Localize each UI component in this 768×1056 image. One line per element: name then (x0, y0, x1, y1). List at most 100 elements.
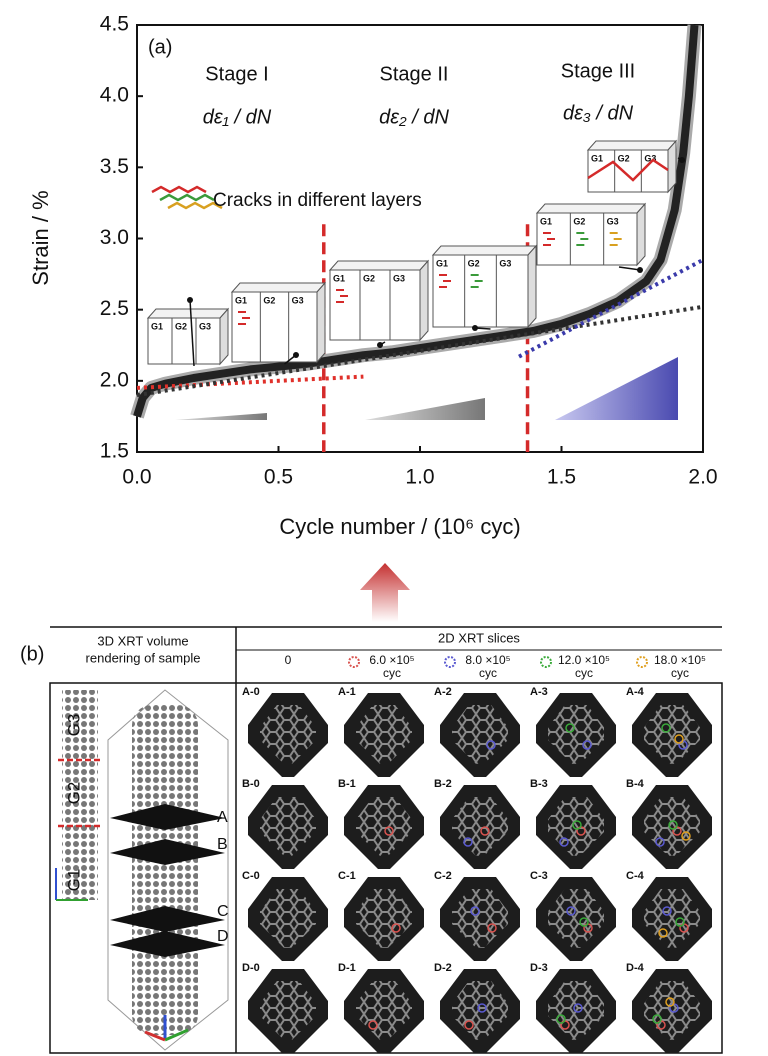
slice-label: C-0 (242, 870, 260, 882)
layer-label: G1 (333, 273, 345, 283)
section-plane (110, 906, 225, 932)
x-tick-label: 0.0 (122, 466, 151, 489)
pointer (189, 299, 195, 367)
box-top (230, 282, 327, 293)
crack-swatch (167, 201, 223, 210)
crack-swatch (151, 185, 207, 194)
crack-marker (477, 1003, 487, 1013)
slice-label: C-1 (338, 870, 356, 882)
rate-wedge (175, 413, 267, 420)
layer-schematic: G1 G2 G3 (586, 139, 685, 194)
crack-marker (674, 734, 684, 744)
layer-label: G2 (175, 321, 187, 331)
crack-marker (579, 917, 589, 927)
slice-label: C-4 (626, 870, 645, 882)
layer-schematic: G1 G2 G3 (230, 281, 327, 365)
slice-lattice (644, 705, 700, 764)
crack-marker (487, 923, 497, 933)
box-side (527, 244, 537, 329)
left-header: rendering of sample (86, 650, 201, 665)
crack-marker (668, 820, 678, 830)
slice-lattice (356, 981, 412, 1040)
crack-marker (665, 997, 675, 1007)
stage-rate: dε₃ / dN (563, 102, 634, 124)
column-unit: cyc (383, 666, 401, 680)
y-axis-label: Strain / % (28, 190, 53, 285)
crack-path (587, 158, 669, 182)
y-tick-label: 3.0 (100, 226, 129, 249)
slice-lattice (260, 797, 316, 856)
layer-label: G2 (468, 258, 480, 268)
x-axis-label: Cycle number / (10⁶ cyc) (279, 514, 520, 539)
slice-lattice (644, 889, 700, 948)
crack-marker (566, 906, 576, 916)
slice-label: A-4 (626, 686, 645, 698)
pointer-head (472, 325, 478, 331)
crack-marker (391, 923, 401, 933)
section-plane (110, 804, 225, 830)
layer-label: G1 (436, 258, 448, 268)
layer-schematic: G1 G2 G3 (535, 202, 647, 273)
pointer-head (293, 352, 299, 358)
pointer-head (679, 157, 685, 163)
crack-marker (464, 1020, 474, 1030)
panel-b: (b) 3D XRT volume rendering of sample 2D XR… (20, 630, 712, 1053)
y-tick-label: 4.0 (100, 84, 129, 107)
crack-swatch (159, 193, 215, 202)
layer-label: G3 (393, 273, 405, 283)
box-front (147, 317, 221, 365)
slice-lattice (548, 981, 604, 1040)
column-marker (636, 656, 648, 668)
crack-marker (480, 826, 490, 836)
slice-label: C-2 (434, 870, 452, 882)
crack-marker (463, 837, 473, 847)
layer-label: G2 (618, 153, 630, 163)
slice-lattice (452, 981, 508, 1040)
fit-line (136, 304, 704, 398)
slice-label: D-2 (434, 962, 452, 974)
slice-lattice (356, 797, 412, 856)
slice-label: A-0 (242, 686, 260, 698)
slice-lattice (260, 889, 316, 948)
slice-lattice (548, 889, 604, 948)
slice-lattice (644, 981, 700, 1040)
column-marker (444, 656, 456, 668)
slice-label: B-0 (242, 778, 260, 790)
box-top (431, 245, 538, 256)
slice-lattice (548, 705, 604, 764)
layer-label: G3 (199, 321, 211, 331)
left-header: 3D XRT volume (97, 633, 188, 648)
crack-note: Cracks in different layers (213, 190, 422, 211)
column-marker (540, 656, 552, 668)
layer-label: G3 (64, 714, 83, 737)
layer-schematic: G1 G2 G3 (328, 259, 430, 348)
x-tick-label: 1.5 (547, 466, 576, 489)
crack-marker (662, 906, 672, 916)
slice-label: B-4 (626, 778, 645, 790)
x-tick-label: 1.0 (405, 466, 434, 489)
axis-y (144, 1030, 166, 1042)
pointer-head (187, 297, 193, 303)
layer-label: G2 (64, 782, 83, 805)
rate-wedge (365, 398, 485, 420)
sample-column (132, 705, 198, 1035)
column-label: 0 (285, 653, 292, 667)
section-label: B (217, 836, 228, 853)
pointer-head (637, 267, 643, 273)
slice-lattice (452, 705, 508, 764)
section-label: D (217, 928, 229, 945)
layer-label: G3 (644, 153, 656, 163)
x-tick-label: 0.5 (264, 466, 293, 489)
slice-lattice (452, 797, 508, 856)
box-side (219, 307, 229, 366)
layer-schematic: G1 G2 G3 (431, 244, 538, 331)
layer-label: G1 (540, 216, 552, 226)
slice-lattice (260, 981, 316, 1040)
crack-marker (661, 723, 671, 733)
slice-label: A-2 (434, 686, 452, 698)
crack-marker (675, 917, 685, 927)
layer-label: G1 (64, 869, 83, 892)
slice-lattice (644, 797, 700, 856)
crack-marker (559, 837, 569, 847)
